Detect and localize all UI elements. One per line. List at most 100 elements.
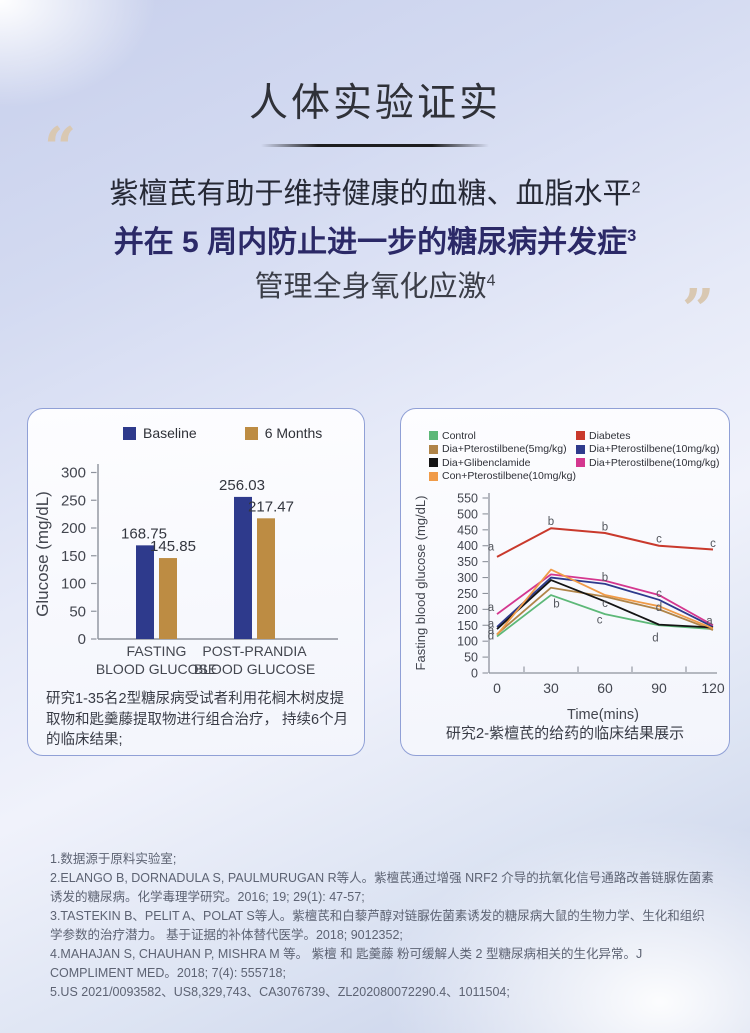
svg-text:100: 100 [61,576,86,593]
study1-caption: 研究1-35名2型糖尿病受试者利用花榈木树皮提取物和匙羹藤提取物进行组合治疗， … [46,691,349,749]
legend-swatch-icon [576,431,585,441]
svg-text:217.47: 217.47 [248,498,294,515]
svg-text:c: c [656,588,662,600]
svg-text:FASTING: FASTING [127,643,187,659]
claim-line-1: 紫檀芪有助于维持健康的血糖、血脂水平2 [0,170,750,212]
svg-text:400: 400 [457,539,478,553]
legend-label: Dia+Pterostilbene(5mg/kg) [442,443,567,456]
svg-text:150: 150 [457,619,478,633]
svg-text:500: 500 [457,507,478,521]
legend-swatch-icon [429,431,438,441]
six-months-label: 6 Months [264,425,323,441]
svg-text:Time(mins): Time(mins) [567,707,639,723]
svg-text:200: 200 [61,520,86,537]
svg-text:b: b [553,599,559,611]
legend-item: Control [429,429,576,443]
footnote-1: 1.数据源于原料实验室; [50,852,177,866]
legend-item: Dia+Glibenclamide [429,456,576,470]
legend-label: Dia+Pterostilbene(10mg/kg) [589,443,720,456]
svg-text:a: a [706,616,713,628]
svg-text:200: 200 [457,603,478,617]
svg-text:30: 30 [543,680,559,696]
legend-label: Con+Pterostilbene(10mg/kg) [442,470,576,483]
page-title: 人体实验证实 [248,82,501,125]
svg-text:145.85: 145.85 [150,538,196,555]
footnote-3: 3.TASTEKIN B、PELIT A、POLAT S等人。紫檀芪和白藜芦醇对… [50,909,705,942]
line-chart-legend-col2: Diabetes Dia+Pterostilbene(10mg/kg) Dia+Pt… [576,429,719,470]
svg-text:Glucose (mg/dL): Glucose (mg/dL) [33,491,52,617]
svg-text:250: 250 [457,587,478,601]
legend-label: Dia+Pterostilbene(10mg/kg) [589,456,720,469]
svg-text:50: 50 [464,651,478,665]
open-quote-icon: “ [44,115,77,181]
svg-text:250: 250 [61,492,86,509]
svg-text:d: d [488,630,494,642]
legend-swatch-icon [576,458,585,468]
svg-text:Fasting blood glucose (mg/dL): Fasting blood glucose (mg/dL) [413,496,428,671]
footnote-5: 5.US 2021/0093582、US8,329,743、CA3076739、… [50,985,510,999]
legend-item-6months: 6 Months [244,425,323,441]
bar-chart: 0 50 100 150 200 250 300 Glucose (mg/dL) 168.751… [33,464,338,677]
legend-swatch-icon [429,444,438,454]
svg-text:c: c [710,538,716,550]
footnote-2: 2.ELANGO B, DORNADULA S, PAULMURUGAN R等人… [50,871,714,904]
claim-line-1-text: 紫檀芪有助于维持健康的血糖、血脂水平 [109,178,632,210]
svg-text:b: b [602,522,608,534]
study2-caption: 研究2-紫檀芪的给药的临床结果展示 [445,725,685,742]
bar-chart-legend: Baseline 6 Months [123,425,322,441]
svg-text:0: 0 [471,667,478,681]
svg-text:0: 0 [493,680,501,696]
study2-card: Control Dia+Pterostilbene(5mg/kg) Dia+Glib… [400,408,730,756]
svg-text:256.03: 256.03 [219,477,265,494]
claim-line-2-ref: 3 [627,227,637,245]
svg-text:120: 120 [701,680,725,696]
svg-text:a: a [488,619,495,631]
close-quote-icon: ” [682,277,715,343]
baseline-swatch-icon [123,426,136,440]
study1-card: Baseline 6 Months 0 50 100 150 200 250 300 Gluc… [27,408,365,756]
claim-line-2-text: 并在 5 周内防止进一步的糖尿病并发症 [113,226,628,259]
svg-text:c: c [656,534,662,546]
svg-text:d: d [652,632,658,644]
legend-item-baseline: Baseline [123,425,197,441]
svg-text:c: c [597,615,603,627]
claim-line-3: 管理全身氧化应激4 [0,263,750,305]
legend-label: Control [442,429,476,442]
svg-text:90: 90 [651,680,667,696]
svg-text:POST-PRANDIA: POST-PRANDIA [202,643,307,659]
svg-text:60: 60 [597,680,613,696]
svg-text:b: b [548,516,554,528]
legend-item: Con+Pterostilbene(10mg/kg) [429,470,576,484]
svg-text:d: d [656,602,662,614]
line-chart-legend-col1: Control Dia+Pterostilbene(5mg/kg) Dia+Glib… [429,429,576,483]
svg-text:100: 100 [457,635,478,649]
baseline-label: Baseline [143,425,197,441]
svg-text:BLOOD GLUCOSE: BLOOD GLUCOSE [96,661,217,677]
claim-line-1-ref: 2 [631,179,641,197]
svg-text:BLOOD GLUCOSE: BLOOD GLUCOSE [194,661,315,677]
svg-text:350: 350 [457,555,478,569]
title-underline [261,144,489,147]
footnotes: 1.数据源于原料实验室; 2.ELANGO B, DORNADULA S, PA… [50,850,715,1002]
legend-swatch-icon [576,444,585,454]
legend-item: Dia+Pterostilbene(5mg/kg) [429,443,576,457]
six-months-swatch-icon [244,426,258,440]
legend-label: Diabetes [589,429,631,442]
legend-label: Dia+Glibenclamide [442,456,531,469]
svg-text:550: 550 [457,492,478,506]
svg-text:300: 300 [457,571,478,585]
legend-item: Diabetes [576,429,719,443]
legend-item: Dia+Pterostilbene(10mg/kg) [576,456,719,470]
svg-text:450: 450 [457,523,478,537]
svg-text:a: a [488,541,495,553]
svg-text:c: c [602,598,608,610]
claim-line-3-ref: 4 [486,272,496,290]
legend-swatch-icon [429,471,438,481]
svg-text:150: 150 [61,548,86,565]
svg-text:a: a [488,625,495,637]
svg-text:50: 50 [69,603,86,620]
svg-text:168.75: 168.75 [121,525,167,542]
footnote-4: 4.MAHAJAN S, CHAUHAN P, MISHRA M 等。 紫檀 和… [50,947,643,980]
